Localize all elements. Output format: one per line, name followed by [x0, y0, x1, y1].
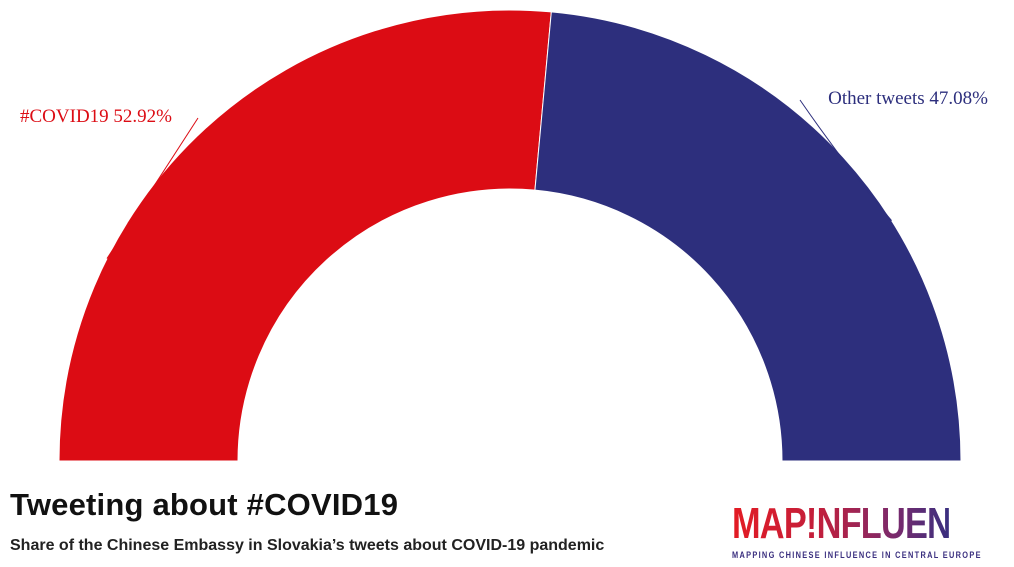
chart-title: Tweeting about #COVID19	[10, 487, 399, 522]
slice-covid19	[58, 9, 552, 462]
semi-donut-chart: #COVID19 52.92% Other tweets 47.08%	[20, 9, 988, 462]
slice-connector-line	[799, 99, 893, 221]
logo-wordmark: MAP!NFLUENCE	[732, 499, 998, 548]
chart-subtitle: Share of the Chinese Embassy in Slovakia…	[10, 537, 605, 554]
slice-data-label: #COVID19 52.92%	[20, 106, 172, 127]
logo-tagline: MAPPING CHINESE INFLUENCE IN CENTRAL EUR…	[732, 550, 982, 560]
slice-other-tweets	[534, 11, 962, 462]
mapinfluence-logo: MAP!NFLUENCE MAPPING CHINESE INFLUENCE I…	[732, 499, 1010, 561]
slice-connector-line	[106, 117, 199, 259]
slice-data-label: Other tweets 47.08%	[828, 88, 988, 109]
